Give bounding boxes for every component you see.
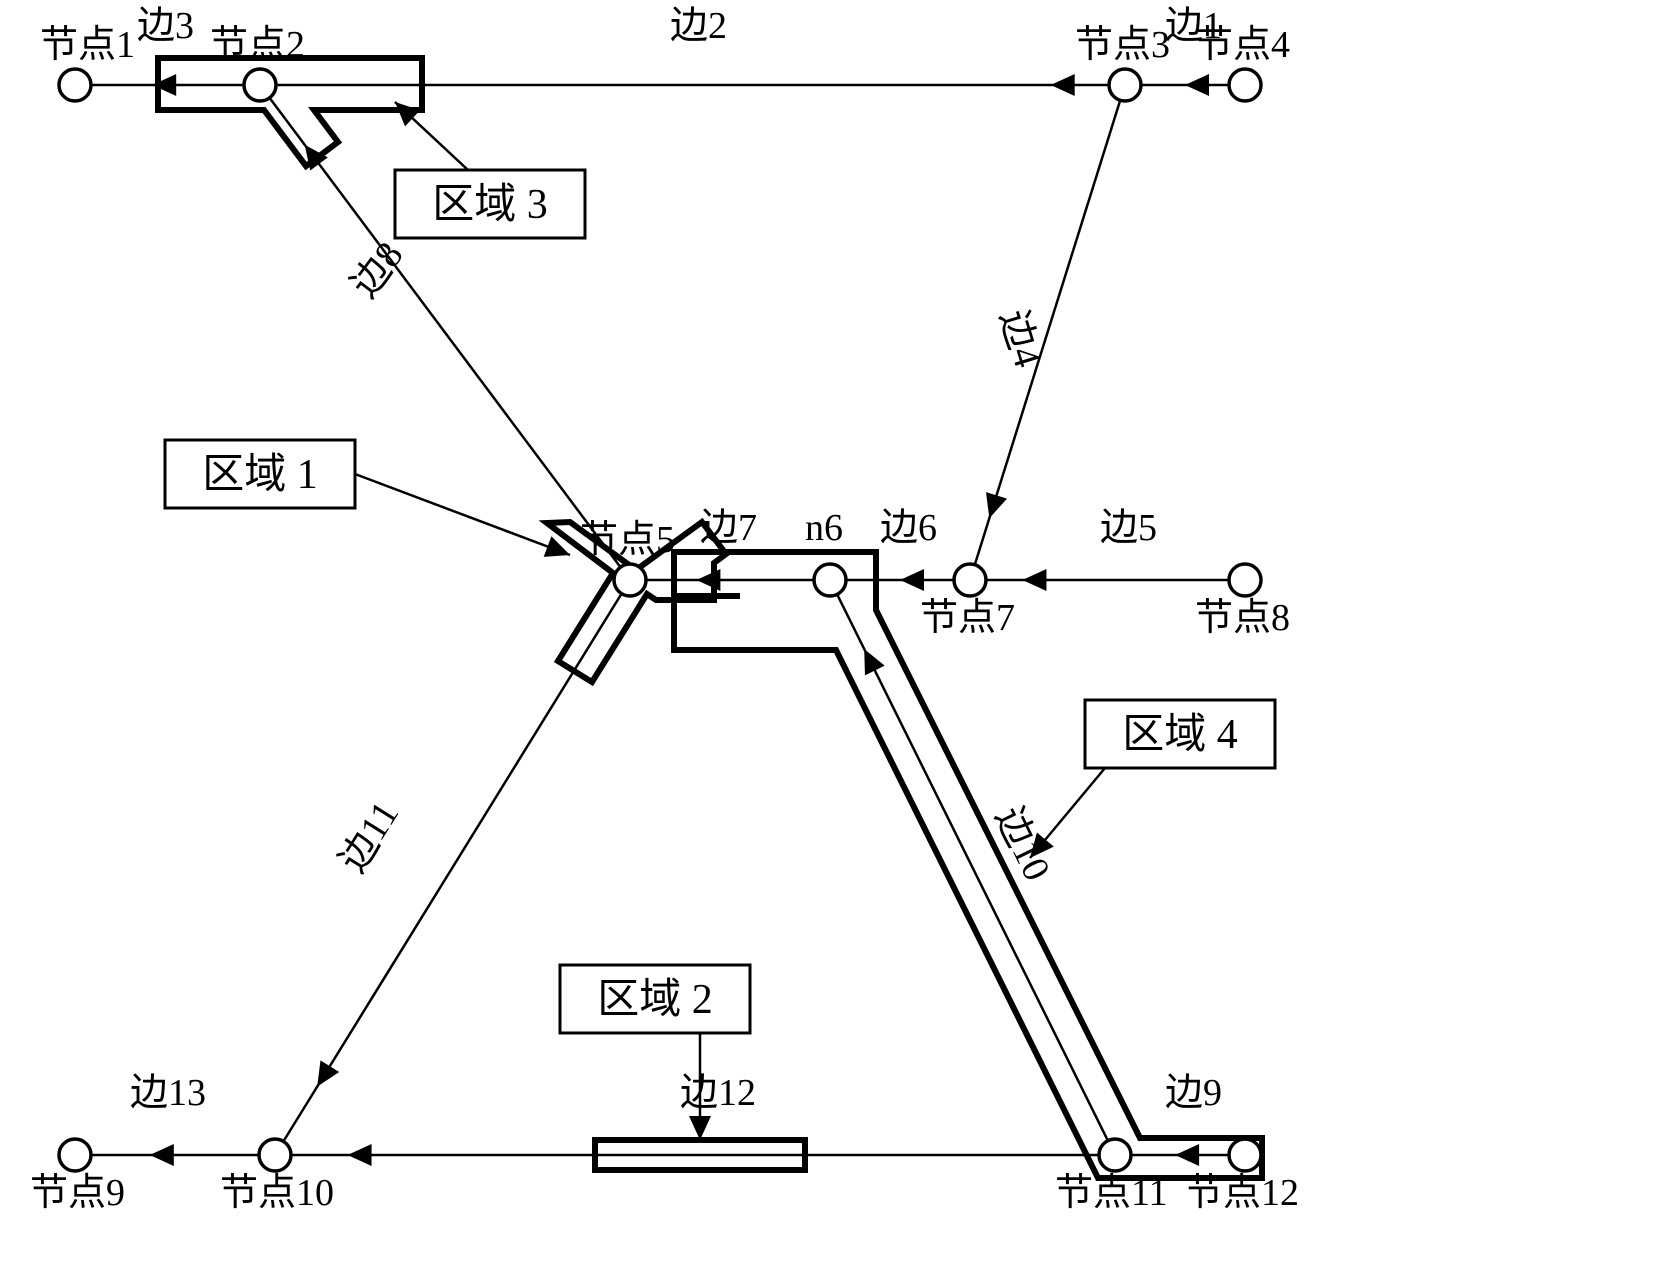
node-n9 bbox=[59, 1139, 91, 1171]
node-label-n10: 节点10 bbox=[220, 1172, 334, 1214]
node-label-n11: 节点11 bbox=[1055, 1172, 1168, 1214]
node-label-n1: 节点1 bbox=[40, 24, 135, 66]
node-label-n6: n6 bbox=[805, 507, 843, 549]
region-label-text-r1: 区域 1 bbox=[202, 452, 318, 498]
node-label-n2: 节点2 bbox=[210, 24, 305, 66]
node-n8 bbox=[1229, 564, 1261, 596]
node-label-n5: 节点5 bbox=[580, 519, 675, 561]
node-n2 bbox=[244, 69, 276, 101]
node-n1 bbox=[59, 69, 91, 101]
edge-label-e13: 边13 bbox=[130, 1072, 206, 1114]
region-label-text-r2: 区域 2 bbox=[597, 977, 713, 1023]
node-n7 bbox=[954, 564, 986, 596]
node-label-n4: 节点4 bbox=[1195, 24, 1290, 66]
node-n6 bbox=[814, 564, 846, 596]
edge-arrow-e7 bbox=[696, 569, 720, 591]
node-label-n12: 节点12 bbox=[1185, 1172, 1299, 1214]
edge-label-e4: 边4 bbox=[991, 305, 1048, 372]
edge-e11 bbox=[283, 594, 621, 1142]
node-n11 bbox=[1099, 1139, 1131, 1171]
edge-label-e3: 边3 bbox=[137, 5, 194, 47]
region-label-text-r4: 区域 4 bbox=[1122, 712, 1238, 758]
node-n10 bbox=[259, 1139, 291, 1171]
edge-arrow-e13 bbox=[150, 1144, 174, 1166]
edge-label-e11: 边11 bbox=[332, 794, 407, 880]
edge-label-e12: 边12 bbox=[680, 1072, 756, 1114]
node-label-n9: 节点9 bbox=[30, 1172, 125, 1214]
region-label-text-r3: 区域 3 bbox=[432, 182, 548, 228]
node-label-n7: 节点7 bbox=[920, 597, 1015, 639]
edge-arrow-e6 bbox=[900, 569, 924, 591]
edge-label-e2: 边2 bbox=[670, 5, 727, 47]
edge-e10 bbox=[837, 594, 1108, 1140]
node-n12 bbox=[1229, 1139, 1261, 1171]
edge-arrow-e12 bbox=[348, 1144, 372, 1166]
node-label-n8: 节点8 bbox=[1195, 597, 1290, 639]
node-label-n3: 节点3 bbox=[1075, 24, 1170, 66]
region-pointer-arrow-r2 bbox=[689, 1116, 711, 1140]
region-pointer-r1 bbox=[355, 474, 570, 555]
edge-label-e5: 边5 bbox=[1100, 507, 1157, 549]
edge-arrow-e4 bbox=[986, 492, 1007, 518]
edge-label-e6: 边6 bbox=[880, 507, 937, 549]
edge-arrow-e1 bbox=[1185, 74, 1209, 96]
region-labels-layer: 区域 1 区域 2 区域 3 区域 4 bbox=[165, 102, 1275, 1140]
edge-arrow-e5 bbox=[1022, 569, 1046, 591]
edge-label-e8: 边8 bbox=[344, 235, 412, 306]
node-n3 bbox=[1109, 69, 1141, 101]
region-outline-r3 bbox=[158, 58, 422, 166]
edge-arrow-e9 bbox=[1175, 1144, 1199, 1166]
node-n4 bbox=[1229, 69, 1261, 101]
edge-label-e9: 边9 bbox=[1165, 1072, 1222, 1114]
node-n5 bbox=[614, 564, 646, 596]
edge-arrow-e2 bbox=[1051, 74, 1075, 96]
edge-label-e7: 边7 bbox=[700, 507, 757, 549]
edge-arrow-e11 bbox=[317, 1060, 339, 1086]
